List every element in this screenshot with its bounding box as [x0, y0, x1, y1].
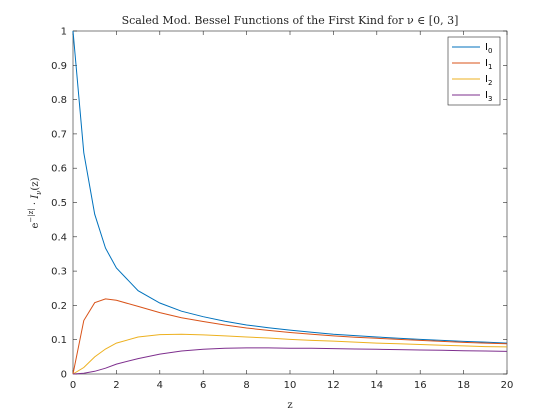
chart-title: Scaled Mod. Bessel Functions of the Firs… — [122, 14, 459, 27]
x-tick-label: 20 — [501, 380, 514, 391]
y-tick-label: 0.7 — [51, 129, 67, 140]
legend-label-i0: I0 — [485, 42, 492, 55]
x-tick-label: 12 — [327, 380, 340, 391]
x-tick-label: 2 — [113, 380, 119, 391]
x-tick-label: 8 — [243, 380, 249, 391]
y-tick-label: 0.8 — [51, 95, 67, 106]
legend-label-i1: I1 — [485, 58, 492, 71]
y-tick-label: 0 — [61, 370, 67, 381]
y-tick-label: 0.2 — [51, 301, 67, 312]
series-line-i1 — [72, 298, 508, 375]
x-axis: 0 2 4 6 8 10 12 14 16 18 20 — [70, 31, 514, 391]
y-tick-label: 0.4 — [51, 232, 67, 243]
x-axis-label: z — [287, 400, 292, 411]
y-tick-label: 0.6 — [51, 164, 67, 175]
series-lines — [72, 30, 508, 375]
x-tick-label: 14 — [370, 380, 383, 391]
x-tick-label: 6 — [200, 380, 206, 391]
y-axis-label: e−|z| · Iν(z) — [27, 177, 43, 228]
y-tick-label: 1 — [61, 27, 67, 38]
y-axis: 0 0.1 0.2 0.3 0.4 0.5 0.6 0.7 0.8 0.9 1 — [51, 27, 507, 381]
x-tick-label: 18 — [457, 380, 470, 391]
series-line-i2 — [72, 333, 508, 375]
y-tick-label: 0.1 — [51, 335, 67, 346]
legend-label-i2: I2 — [485, 74, 492, 87]
series-line-i0 — [72, 30, 508, 344]
x-tick-label: 16 — [414, 380, 427, 391]
x-tick-label: 4 — [157, 380, 163, 391]
legend: I0 I1 I2 I3 — [447, 36, 501, 106]
series-line-i3 — [72, 347, 508, 375]
y-tick-label: 0.9 — [51, 61, 67, 72]
plot-area: 0 2 4 6 8 10 12 14 16 18 20 0 0.1 0.2 0.3 0.4 0.5 0.6 0.7… — [51, 27, 513, 392]
y-tick-label: 0.5 — [51, 198, 67, 209]
x-tick-label: 10 — [284, 380, 297, 391]
axes-box — [72, 30, 508, 375]
legend-box — [447, 36, 501, 106]
y-tick-label: 0.3 — [51, 267, 67, 278]
x-tick-label: 0 — [70, 380, 76, 391]
legend-label-i3: I3 — [485, 90, 492, 103]
